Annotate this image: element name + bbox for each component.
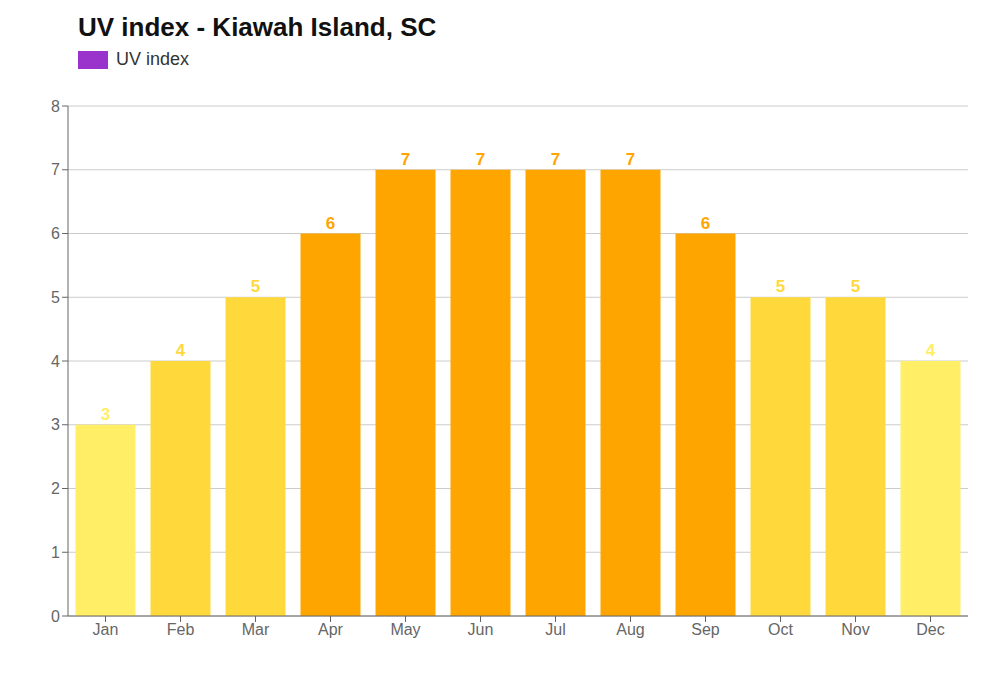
html-text:UV index: UV index [116,49,189,69]
svg-text:Oct: Oct [768,621,793,638]
svg-text:5: 5 [851,277,860,296]
svg-text:6: 6 [701,214,710,233]
svg-text:3: 3 [101,405,110,424]
svg-text:Jan: Jan [93,621,119,638]
svg-text:6: 6 [51,225,60,242]
svg-text:Aug: Aug [616,621,644,638]
svg-text:Jul: Jul [545,621,565,638]
svg-text:Mar: Mar [242,621,270,638]
svg-text:4: 4 [51,353,60,370]
svg-text:7: 7 [626,150,635,169]
svg-text:Nov: Nov [841,621,869,638]
svg-text:Feb: Feb [167,621,195,638]
svg-text:7: 7 [551,150,560,169]
svg-text:4: 4 [176,341,186,360]
svg-text:8: 8 [51,98,60,115]
svg-text:7: 7 [51,161,60,178]
svg-text:Jun: Jun [468,621,494,638]
svg-text:6: 6 [326,214,335,233]
svg-text:May: May [390,621,420,638]
html-text:UV index - Kiawah Island, SC: UV index - Kiawah Island, SC [78,12,437,42]
svg-text:3: 3 [51,416,60,433]
svg-text:Dec: Dec [916,621,944,638]
svg-text:7: 7 [401,150,410,169]
svg-text:0: 0 [51,608,60,625]
svg-text:5: 5 [251,277,260,296]
svg-text:1: 1 [51,544,60,561]
svg-text:5: 5 [776,277,785,296]
svg-text:5: 5 [51,289,60,306]
svg-text:7: 7 [476,150,485,169]
svg-text:Sep: Sep [691,621,720,638]
svg-text:2: 2 [51,480,60,497]
svg-text:4: 4 [926,341,936,360]
svg-text:Apr: Apr [318,621,344,638]
